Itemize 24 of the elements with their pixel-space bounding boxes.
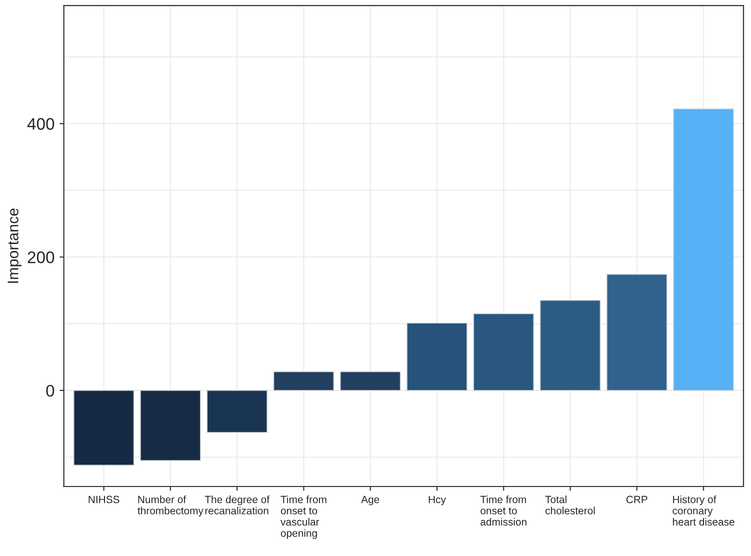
bar [273,371,334,391]
x-tick-label: Number of thrombectomy [138,496,204,516]
x-tick-label: History of coronary heart disease [672,496,734,526]
bar [540,300,601,391]
bar [340,371,401,391]
y-axis-title: Importance [8,208,22,283]
x-tick-label: Time from onset to vascular opening [280,496,326,539]
bar [140,390,201,461]
y-tick-label: 400 [27,118,54,130]
x-tick-label: Age [361,496,380,506]
x-tick-label: The degree of recanalization [204,496,270,514]
x-tick-label: CRP [626,496,648,504]
y-tick-label: 0 [46,384,54,397]
x-tick-label: NIHSS [88,496,120,504]
y-tick-label: 200 [28,251,54,264]
bar [73,390,134,466]
x-tick-label: Time from onset to admission [480,496,526,526]
bar [673,108,734,391]
bar [406,322,468,391]
bar [606,274,668,391]
x-tick-label: Total cholesterol [545,496,595,514]
bar [206,390,268,433]
x-tick-label: Hcy [428,496,446,506]
bar [473,313,534,391]
